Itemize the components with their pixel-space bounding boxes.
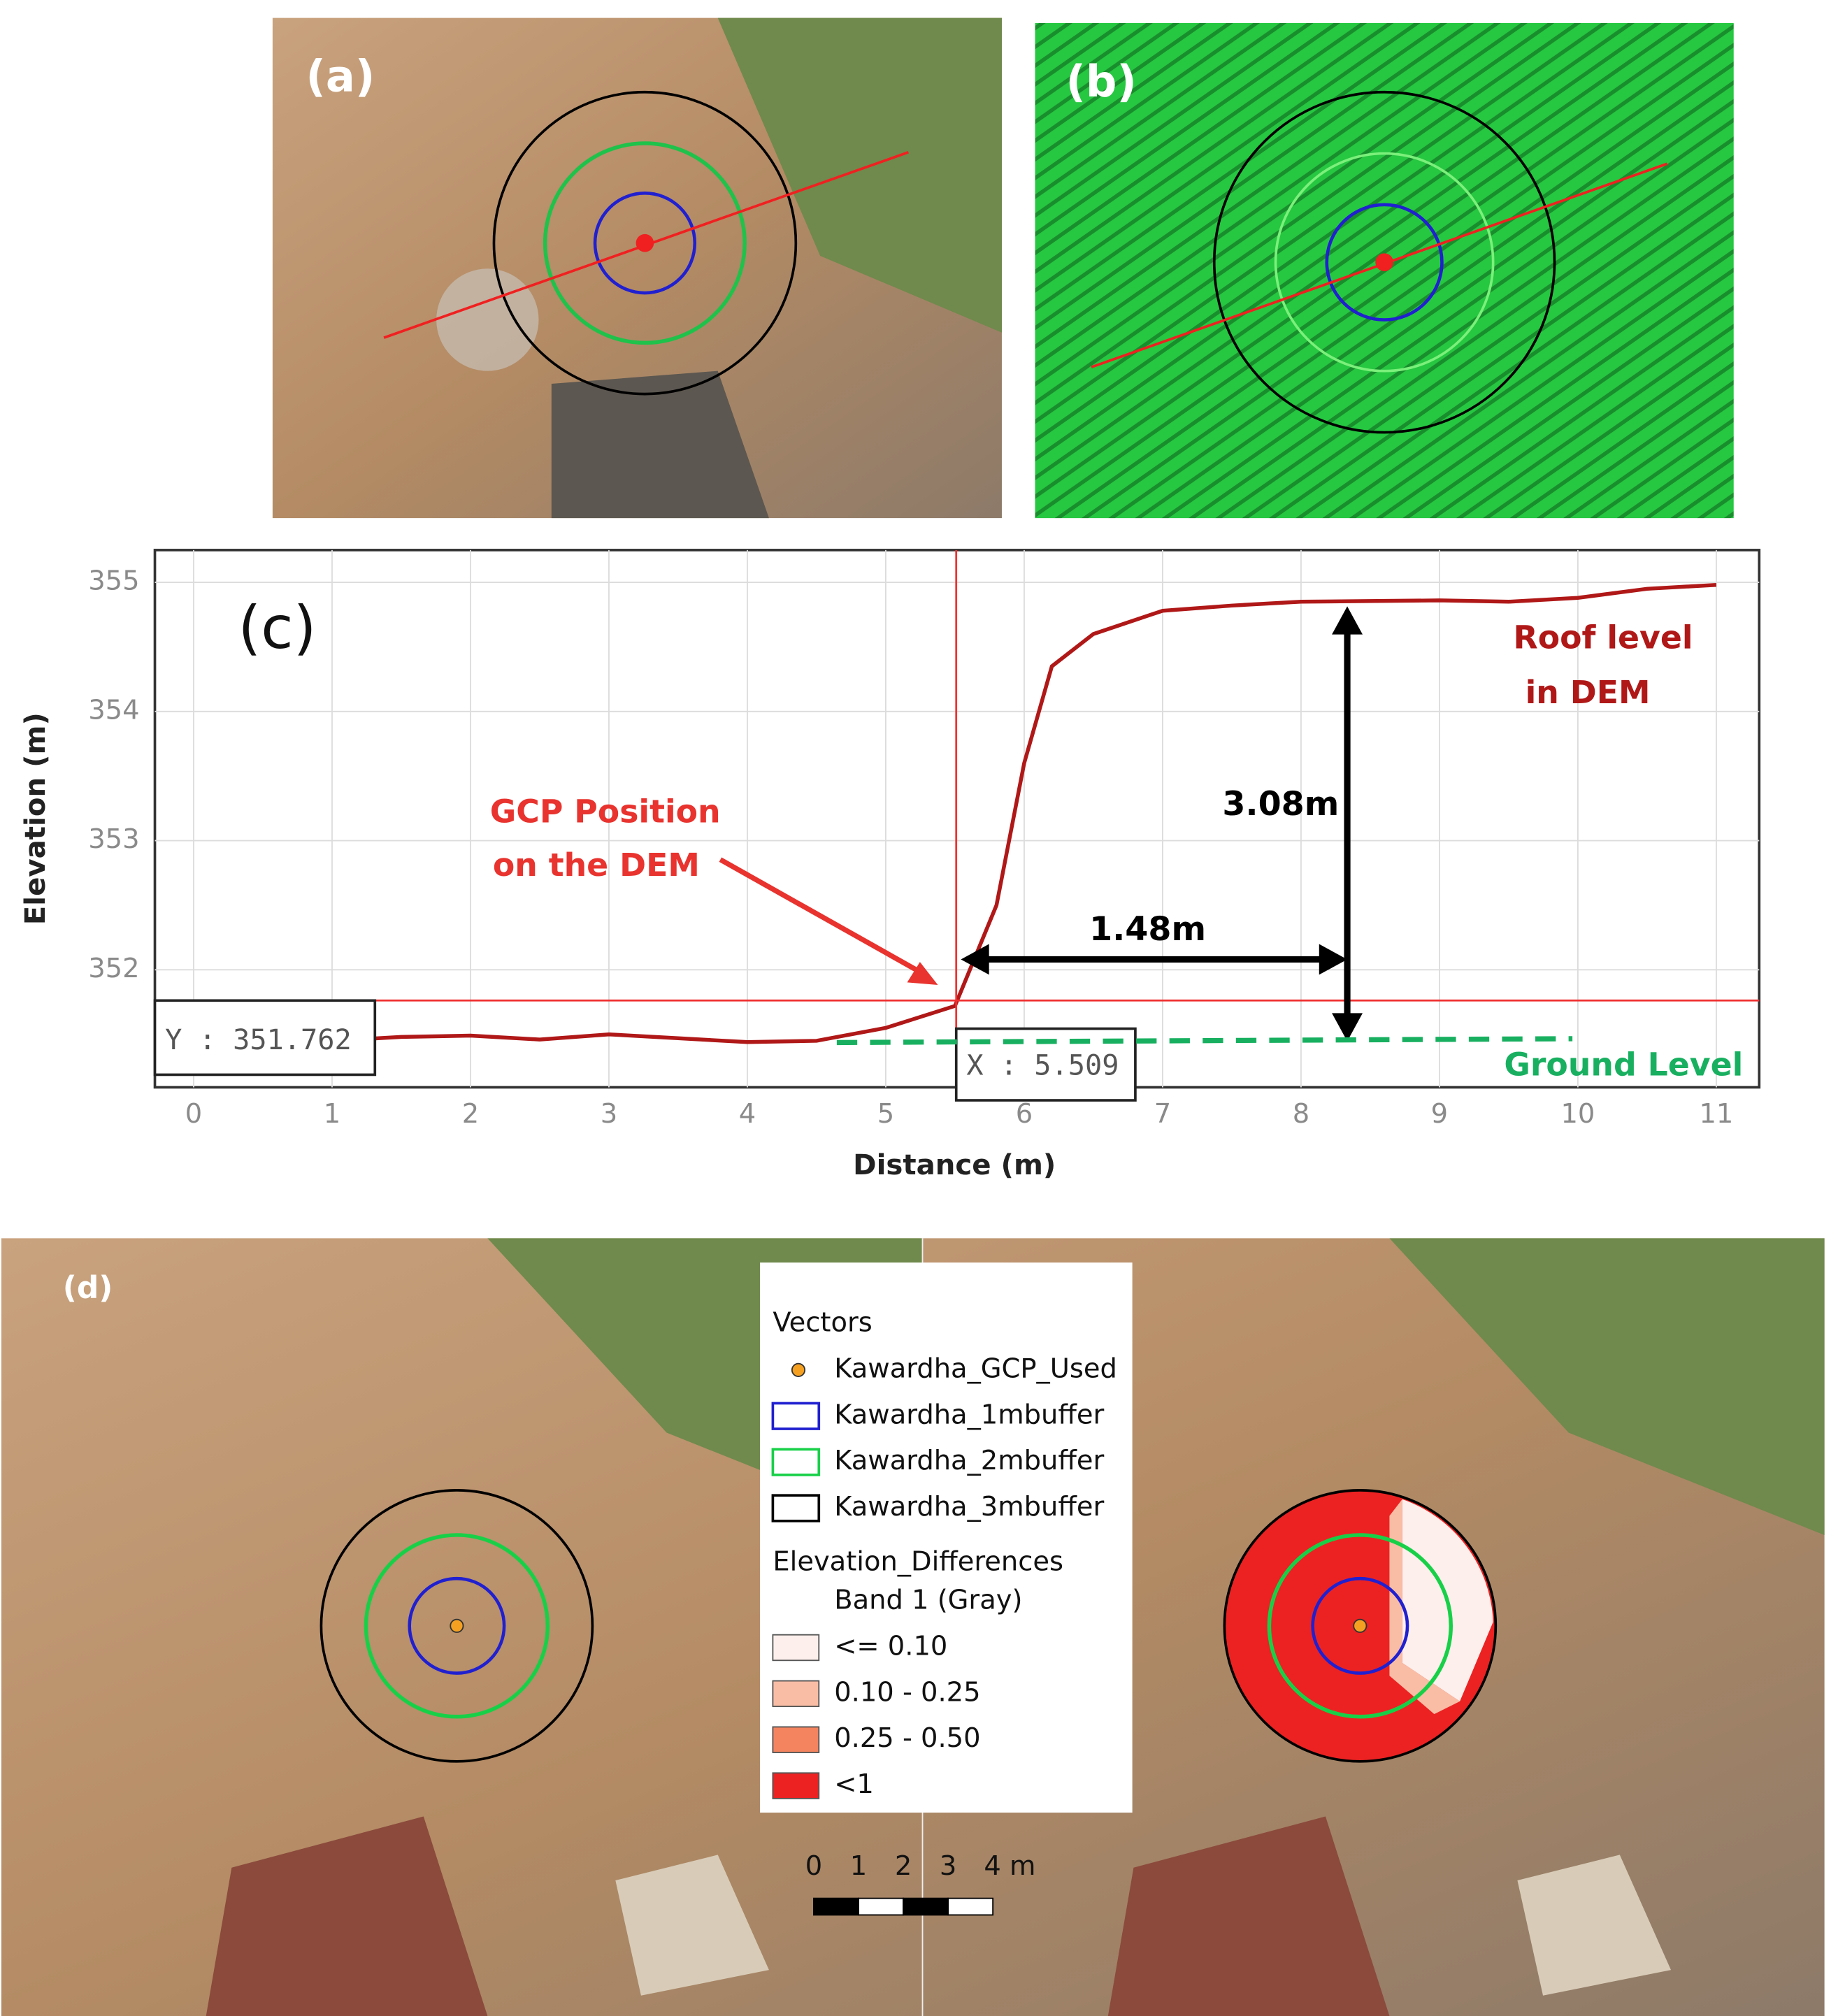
legend-symbol <box>771 1448 821 1476</box>
panel-label: (d) <box>63 1270 113 1306</box>
photo-d: (d) <box>1 1238 1825 2016</box>
crosshair-box <box>153 999 377 1077</box>
legend-label: 0.10 - 0.25 <box>834 1676 980 1708</box>
panel-label: (a) <box>306 51 375 102</box>
crosshair-label: Y : 351.762 <box>165 1024 352 1056</box>
arrowhead <box>1332 606 1363 635</box>
legend-label: Kawardha_GCP_Used <box>834 1353 1117 1384</box>
scale-label: 1 <box>850 1850 867 1882</box>
scale-label: 0 <box>805 1850 822 1882</box>
annotation: 3.08m <box>1222 785 1339 823</box>
legend-label: <1 <box>834 1769 874 1800</box>
legend-label: Kawardha_3mbuffer <box>834 1491 1104 1522</box>
ground-line <box>836 1036 1573 1046</box>
legend-label: 0.25 - 0.50 <box>834 1722 980 1754</box>
x-tick-label: 2 <box>462 1098 479 1130</box>
scale-label: 4 m <box>984 1850 1035 1882</box>
x-tick-label: 5 <box>877 1098 894 1130</box>
scale-label: 3 <box>940 1850 956 1882</box>
legend-label: Kawardha_1mbuffer <box>834 1399 1104 1430</box>
y-tick-label: 355 <box>88 566 139 597</box>
arrow <box>719 857 926 977</box>
chart-title: (c) <box>238 593 316 662</box>
arrowhead <box>907 962 938 986</box>
legend-symbol <box>771 1494 821 1522</box>
legend-symbol <box>771 1402 821 1430</box>
x-axis-label: Distance (m) <box>853 1149 1056 1181</box>
annotation: Roof level <box>1513 619 1693 656</box>
x-tick-label: 7 <box>1154 1098 1171 1130</box>
dem-b: (b) <box>1035 22 1734 519</box>
legend-title: Elevation_Differences <box>773 1546 1063 1578</box>
legend-swatch <box>772 1772 820 1799</box>
annotation: on the DEM <box>493 847 700 884</box>
arrowhead <box>1319 944 1348 975</box>
crosshair-label: X : 5.509 <box>966 1049 1119 1081</box>
x-tick-label: 8 <box>1293 1098 1309 1130</box>
legend-box <box>760 1262 1133 1813</box>
x-tick-label: 11 <box>1699 1098 1733 1130</box>
annotation: Ground Level <box>1504 1046 1743 1083</box>
legend: Vectors Kawardha_GCP_Used Kawardha_1mbuffe… <box>771 1306 1117 1800</box>
scale-segment <box>858 1897 904 1916</box>
y-tick-label: 352 <box>88 953 139 984</box>
annotation: 1.48m <box>1089 910 1206 949</box>
arrowhead <box>961 944 989 975</box>
x-tick-label: 9 <box>1431 1098 1448 1130</box>
y-tick-label: 354 <box>88 694 139 726</box>
x-tick-label: 10 <box>1560 1098 1595 1130</box>
scale-segment <box>947 1897 994 1916</box>
legend-swatch <box>772 1634 820 1662</box>
x-tick-label: 1 <box>324 1098 340 1130</box>
x-tick-label: 6 <box>1016 1098 1033 1130</box>
scale-label: 2 <box>895 1850 912 1882</box>
y-axis-label: Elevation (m) <box>20 712 52 925</box>
legend-subtitle: Band 1 (Gray) <box>834 1585 1022 1616</box>
annotation: GCP Position <box>490 793 721 830</box>
legend-symbol <box>791 1362 806 1377</box>
legend-title: Vectors <box>773 1306 872 1338</box>
legend-label: <= 0.10 <box>834 1630 947 1662</box>
scale-segment <box>813 1897 859 1916</box>
legend-label: Kawardha_2mbuffer <box>834 1445 1104 1476</box>
photo-a: (a) <box>272 17 1002 519</box>
arrowhead <box>1332 1013 1363 1042</box>
x-tick-label: 3 <box>601 1098 617 1130</box>
panel-label: (b) <box>1065 56 1136 107</box>
legend-swatch <box>772 1680 820 1708</box>
x-tick-label: 4 <box>739 1098 756 1130</box>
annotation: in DEM <box>1525 674 1651 711</box>
x-tick-label: 0 <box>185 1098 202 1130</box>
legend-swatch <box>772 1726 820 1753</box>
scale-segment <box>903 1897 949 1916</box>
y-tick-label: 353 <box>88 823 139 855</box>
